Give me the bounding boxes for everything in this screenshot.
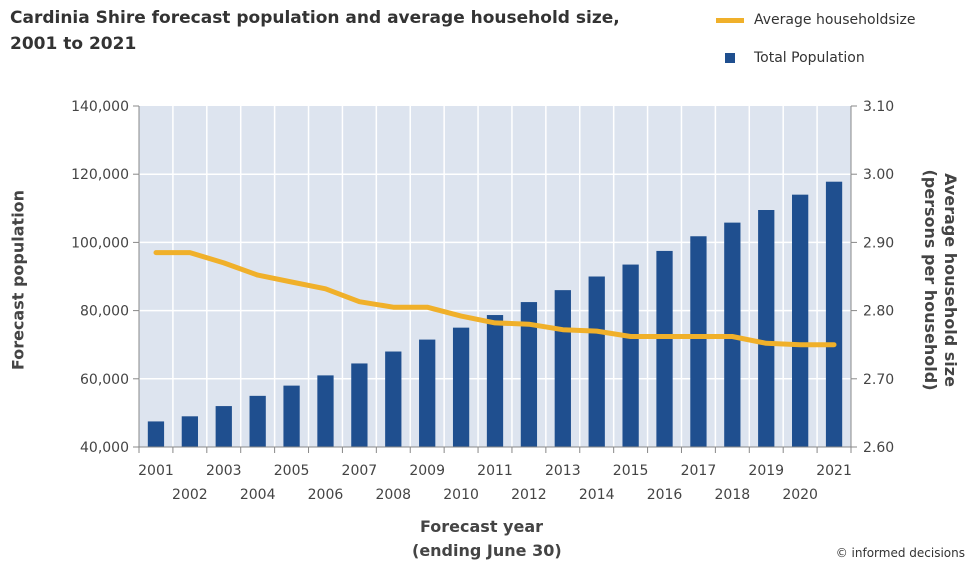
y-tick-label: 40,000 xyxy=(80,440,129,456)
bar-2021 xyxy=(825,181,843,447)
x-tick-label: 2015 xyxy=(613,463,649,479)
y-tick-label: 80,000 xyxy=(80,304,129,320)
bar-2012 xyxy=(520,302,538,447)
y2-tick-label: 2.70 xyxy=(863,372,894,388)
legend-label-total-population: Total Population xyxy=(754,50,865,66)
legend-swatch-line xyxy=(716,17,744,23)
x-tick-label: 2002 xyxy=(172,487,208,503)
bar-2006 xyxy=(317,375,334,447)
x-tick-label: 2016 xyxy=(647,487,683,503)
bar-2010 xyxy=(452,327,470,447)
bar-2008 xyxy=(385,351,402,447)
x-tick-label: 2012 xyxy=(511,487,547,503)
bar-2001 xyxy=(147,421,165,447)
x-tick-label: 2013 xyxy=(545,463,581,479)
y2-axis-label-line-1: Average household size xyxy=(941,173,960,387)
bar-2011 xyxy=(486,315,504,447)
y2-tick-label: 2.60 xyxy=(863,440,894,456)
x-tick-label: 2005 xyxy=(274,463,310,479)
bar-2016 xyxy=(656,250,673,447)
bar-2007 xyxy=(351,363,368,447)
bar-2005 xyxy=(283,385,300,447)
x-tick-label: 2008 xyxy=(375,487,411,503)
bar-2017 xyxy=(690,236,707,447)
y2-tick-label: 2.90 xyxy=(863,235,894,251)
bar-2019 xyxy=(758,210,775,447)
x-tick-label: 2017 xyxy=(681,463,717,479)
y2-axis-label-line-2: (persons per household) xyxy=(921,169,940,391)
bar-2014 xyxy=(588,276,605,447)
bar-2013 xyxy=(554,290,571,447)
x-tick-label: 2003 xyxy=(206,463,242,479)
chart-title-line-1: Cardinia Shire forecast population and a… xyxy=(10,8,620,28)
x-tick-label: 2009 xyxy=(409,463,445,479)
y2-axis-label: Average household size (persons per hous… xyxy=(920,169,960,390)
x-tick-label: 2014 xyxy=(579,487,615,503)
y2-tick-label: 2.80 xyxy=(863,304,894,320)
legend-swatch-bar xyxy=(725,53,735,63)
y2-tick-label: 3.10 xyxy=(863,99,894,115)
bar-2009 xyxy=(419,339,436,447)
line-average-household-size xyxy=(153,250,837,348)
y-axis-label: Forecast population xyxy=(8,189,28,371)
bar-2003 xyxy=(215,406,232,447)
y-tick-label: 100,000 xyxy=(71,235,129,251)
bar-2015 xyxy=(622,264,639,447)
y-tick-label: 60,000 xyxy=(80,372,129,388)
bar-2004 xyxy=(249,395,266,447)
y-tick-label: 140,000 xyxy=(71,99,129,115)
x-tick-label: 2007 xyxy=(342,463,378,479)
x-tick-label: 2018 xyxy=(715,487,751,503)
legend-item-household-size: Average householdsize xyxy=(716,12,916,28)
x-tick-label: 2019 xyxy=(748,463,784,479)
x-tick-label: 2004 xyxy=(240,487,276,503)
bar-2020 xyxy=(792,194,809,447)
credit-text: © informed decisions xyxy=(835,546,965,560)
x-tick-label: 2001 xyxy=(138,463,174,479)
legend-item-total-population: Total Population xyxy=(716,50,865,66)
x-tick-label: 2011 xyxy=(477,463,513,479)
x-axis-label-line-1: Forecast year xyxy=(420,517,544,536)
x-tick-label: 2020 xyxy=(782,487,818,503)
y2-tick-label: 3.00 xyxy=(863,167,894,183)
x-tick-label: 2021 xyxy=(816,463,852,479)
y-tick-label: 120,000 xyxy=(71,167,129,183)
x-tick-label: 2006 xyxy=(308,487,344,503)
legend-label-household-size: Average householdsize xyxy=(754,12,916,28)
x-tick-label: 2010 xyxy=(443,487,479,503)
bar-2002 xyxy=(181,416,198,447)
x-axis-label-line-2: (ending June 30) xyxy=(412,541,562,560)
chart-title-line-2: 2001 to 2021 xyxy=(10,34,137,54)
